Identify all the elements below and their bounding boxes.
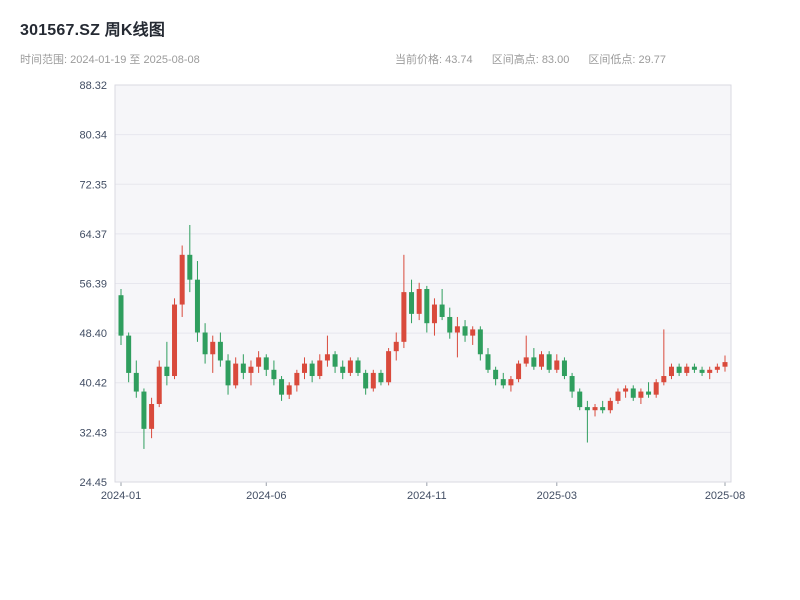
svg-text:2024-11: 2024-11 bbox=[407, 490, 447, 502]
chart-title: 301567.SZ 周K线图 bbox=[20, 22, 166, 39]
svg-text:40.42: 40.42 bbox=[79, 378, 107, 390]
svg-text:72.35: 72.35 bbox=[79, 179, 107, 191]
range-high-label: 区间高点: 83.00 bbox=[491, 54, 570, 66]
date-range-label: 时间范围: 2024-01-19 至 2025-08-08 bbox=[20, 54, 200, 66]
kline-svg: 88.32 80.34 72.35 64.37 56.39 48.40 40.42 32.43… bbox=[79, 80, 745, 502]
svg-text:24.45: 24.45 bbox=[79, 477, 107, 489]
svg-text:32.43: 32.43 bbox=[79, 427, 107, 439]
range-low-label: 区间低点: 29.77 bbox=[588, 54, 667, 66]
price-stats: 当前价格: 43.74 区间高点: 83.00 区间低点: 29.77 bbox=[395, 51, 682, 67]
svg-text:56.39: 56.39 bbox=[79, 278, 107, 290]
svg-text:2025-08: 2025-08 bbox=[705, 490, 745, 502]
svg-text:64.37: 64.37 bbox=[79, 229, 107, 241]
current-price-label: 当前价格: 43.74 bbox=[395, 54, 473, 66]
svg-text:2024-01: 2024-01 bbox=[101, 490, 141, 502]
svg-text:2025-03: 2025-03 bbox=[537, 490, 577, 502]
svg-text:2024-06: 2024-06 bbox=[246, 490, 286, 502]
svg-text:80.34: 80.34 bbox=[79, 130, 107, 142]
svg-text:88.32: 88.32 bbox=[79, 80, 107, 92]
svg-text:48.40: 48.40 bbox=[79, 328, 107, 340]
